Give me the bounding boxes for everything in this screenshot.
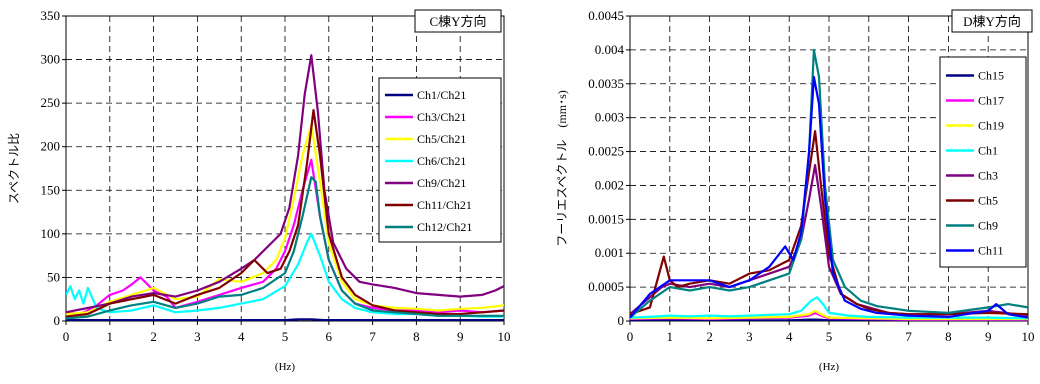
x-tick-label: 10	[1022, 329, 1035, 344]
y-tick-label: 0.002	[595, 177, 624, 192]
y-tick-label: 0	[54, 313, 61, 328]
legend-label: Ch11/Ch21	[417, 198, 472, 212]
legend-label: Ch1/Ch21	[417, 88, 466, 102]
x-tick-label: 7	[905, 329, 912, 344]
y-tick-label: 0.003	[595, 110, 624, 125]
chart-title-box: C棟Y方向	[414, 9, 502, 33]
chart-d-building: 0 1 2 3 4 5 6 7 8 9 10 0 0.0005 0.001 0.0015 0.002 0.002…	[520, 0, 1040, 379]
x-tick-label: 9	[985, 329, 992, 344]
y-tick-label: 0.0015	[588, 211, 624, 226]
y-tick-label: 150	[41, 182, 61, 197]
x-tick-label: 10	[498, 329, 511, 344]
x-axis-label: (Hz)	[819, 361, 839, 373]
series-line-ch12-ch21	[66, 176, 504, 320]
y-tick-label: 100	[41, 226, 61, 241]
y-tick-label: 0.0035	[588, 76, 624, 91]
y-tick-label: 0.001	[595, 245, 624, 260]
legend: Ch15 Ch17 Ch19 Ch1 Ch3 Ch5 Ch9 Ch11	[939, 56, 1027, 268]
x-tick-label: 5	[826, 329, 833, 344]
legend-label: Ch3/Ch21	[417, 110, 466, 124]
legend: Ch1/Ch21 Ch3/Ch21 Ch5/Ch21 Ch6/Ch21 Ch9/Ch21…	[378, 77, 502, 243]
x-tick-label: 4	[786, 329, 793, 344]
legend-label: Ch19	[978, 119, 1004, 133]
legend-label: Ch6/Ch21	[417, 154, 466, 168]
y-tick-label: 50	[47, 269, 60, 284]
x-tick-label: 6	[326, 329, 333, 344]
legend-label: Ch5/Ch21	[417, 132, 466, 146]
x-tick-label: 4	[238, 329, 245, 344]
x-tick-label: 8	[945, 329, 952, 344]
x-tick-label: 2	[706, 329, 713, 344]
series-line-ch11-ch21	[66, 108, 504, 318]
series-line-ch11	[630, 75, 1028, 319]
chart-c-building: 0 1 2 3 4 5 6 7 8 9 10 0 50 100 150 200 250 300 350 (Hz) スペク…	[0, 0, 520, 379]
y-tick-label: 0.0045	[588, 8, 624, 23]
x-tick-label: 9	[457, 329, 464, 344]
x-tick-label: 3	[194, 329, 201, 344]
y-tick-label: 250	[41, 95, 61, 110]
chart-c-building-svg: 0 1 2 3 4 5 6 7 8 9 10050100150200250300350(Hz)スペク…	[7, 8, 511, 373]
chart-title: C棟Y方向	[429, 14, 486, 29]
legend-label: Ch5	[978, 194, 998, 208]
x-tick-label: 0	[627, 329, 634, 344]
legend-label: Ch9/Ch21	[417, 176, 466, 190]
x-tick-label: 0	[63, 329, 70, 344]
chart-title: D棟Y方向	[963, 14, 1021, 29]
x-tick-label: 5	[282, 329, 289, 344]
y-tick-label: 0.004	[595, 42, 625, 57]
y-tick-label: 0.0025	[588, 144, 624, 159]
x-tick-label: 8	[413, 329, 420, 344]
y-tick-label: 200	[41, 139, 61, 154]
x-axis-label: (Hz)	[275, 361, 295, 373]
series-line-ch6-ch21	[66, 232, 504, 318]
y-tick-label: 0.0005	[588, 279, 624, 294]
series-line-ch1-ch21	[66, 318, 504, 321]
x-tick-label: 7	[369, 329, 376, 344]
chart-title-frame	[951, 9, 1033, 33]
legend-label: Ch17	[978, 94, 1004, 108]
y-axis-label: スペクトル比	[7, 133, 21, 204]
chart-title-box: D棟Y方向	[951, 9, 1033, 33]
x-tick-label: 1	[667, 329, 674, 344]
legend-label: Ch1	[978, 144, 998, 158]
y-tick-label: 0	[618, 313, 625, 328]
series-line-ch5-ch21	[66, 123, 504, 316]
x-tick-label: 3	[746, 329, 753, 344]
chart-title-frame	[414, 9, 502, 33]
legend-label: Ch15	[978, 69, 1004, 83]
series-line-ch9-ch21	[66, 54, 504, 314]
legend-label: Ch12/Ch21	[417, 220, 472, 234]
y-axis-label: フーリエスペクトル (mm･s)	[555, 90, 569, 247]
legend-label: Ch11	[978, 244, 1004, 258]
legend-label: Ch9	[978, 219, 998, 233]
legend-frame	[939, 56, 1027, 268]
legend-label: Ch3	[978, 169, 998, 183]
x-tick-label: 1	[107, 329, 114, 344]
y-tick-label: 350	[41, 8, 61, 23]
x-tick-label: 6	[866, 329, 873, 344]
series-line-ch1	[630, 296, 1028, 320]
chart-d-building-svg: 0 1 2 3 4 5 6 7 8 9 10 0 0.0005 0.001 0.0015 0.002 0.002…	[555, 8, 1035, 373]
series-line-ch9	[630, 48, 1028, 319]
series-line-ch19	[630, 309, 1028, 321]
y-tick-label: 300	[41, 52, 61, 67]
x-tick-label: 2	[150, 329, 157, 344]
